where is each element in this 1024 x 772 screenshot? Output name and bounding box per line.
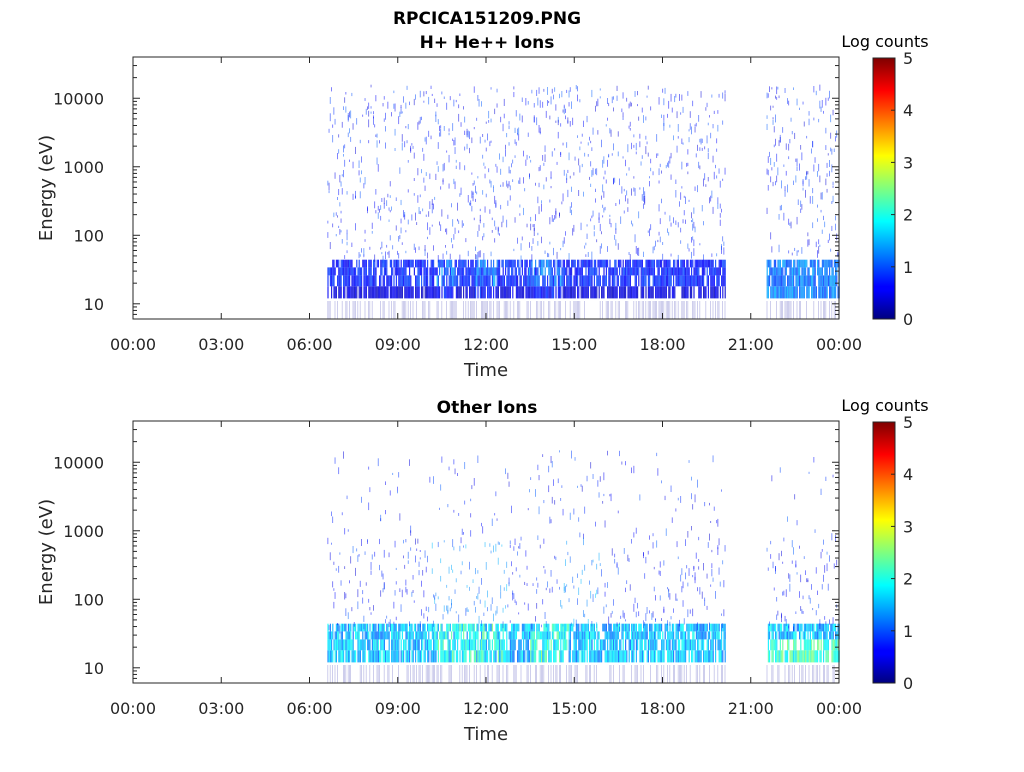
colorbar-tick-label: 2	[903, 206, 913, 225]
y-tick-labels: 10 100 1000 10000	[53, 453, 104, 678]
x-tick-label: 18:00	[639, 699, 685, 718]
colorbar-tick-label: 2	[903, 570, 913, 589]
axis-ticks	[132, 56, 840, 320]
colorbar-tick-label: 4	[903, 101, 913, 120]
y-axis-label: Energy (eV)	[36, 135, 57, 241]
chart-title: Other Ions	[437, 398, 538, 418]
y-tick-label: 1000	[63, 522, 104, 541]
colorbar-tick-label: 3	[903, 153, 913, 172]
figure-file-title: RPCICA151209.PNG	[393, 9, 581, 29]
x-tick-label: 15:00	[551, 699, 597, 718]
x-tick-label: 03:00	[198, 335, 244, 354]
colorbar-tick-label: 3	[903, 517, 913, 536]
x-axis-label: Time	[463, 724, 508, 745]
x-tick-label: 00:00	[816, 699, 862, 718]
y-tick-label: 10	[84, 295, 104, 314]
x-tick-label: 12:00	[463, 335, 509, 354]
colorbar: Log counts 0 1 2 3 4 5	[841, 396, 928, 693]
x-tick-label: 21:00	[728, 335, 774, 354]
spectrogram	[327, 84, 840, 319]
x-axis-label: Time	[463, 360, 508, 381]
colorbar-gradient	[872, 421, 896, 684]
x-tick-label: 18:00	[639, 335, 685, 354]
y-tick-label: 100	[73, 590, 104, 609]
colorbar-label: Log counts	[841, 32, 928, 51]
x-tick-label: 06:00	[286, 699, 332, 718]
colorbar-tick-label: 0	[903, 674, 913, 693]
axis-ticks	[132, 420, 840, 684]
colorbar-tick-label: 4	[903, 465, 913, 484]
x-tick-label: 15:00	[551, 335, 597, 354]
y-axis-label: Energy (eV)	[36, 499, 57, 605]
x-tick-labels: 00:00 03:00 06:00 09:00 12:00 15:00 18:0…	[110, 335, 862, 354]
x-tick-label: 03:00	[198, 699, 244, 718]
colorbar-label: Log counts	[841, 396, 928, 415]
x-tick-label: 00:00	[816, 335, 862, 354]
x-tick-label: 09:00	[375, 335, 421, 354]
colorbar-gradient	[872, 57, 896, 320]
spectrogram	[327, 450, 840, 683]
y-tick-label: 10	[84, 659, 104, 678]
y-tick-labels: 10 100 1000 10000	[53, 89, 104, 313]
y-tick-label: 10000	[53, 89, 104, 108]
panel-bottom: Other Ions 00:00 03:00 06:00 09:00 12:00…	[36, 396, 929, 745]
colorbar-tick-label: 0	[903, 310, 913, 329]
x-tick-label: 00:00	[110, 699, 156, 718]
colorbar: Log counts 0 1 2 3 4 5	[841, 32, 928, 329]
panel-top: H+ He++ Ions 00:00 03:00 06:00 09:00 12:…	[36, 32, 929, 381]
colorbar-tick-label: 1	[903, 622, 913, 641]
y-tick-label: 10000	[53, 453, 104, 472]
y-tick-label: 100	[73, 226, 104, 245]
colorbar-tick-label: 5	[903, 413, 913, 432]
colorbar-tick-label: 1	[903, 258, 913, 277]
x-tick-label: 21:00	[728, 699, 774, 718]
x-tick-label: 09:00	[375, 699, 421, 718]
x-tick-label: 06:00	[286, 335, 332, 354]
chart-title: H+ He++ Ions	[420, 33, 555, 53]
colorbar-tick-label: 5	[903, 49, 913, 68]
x-tick-label: 12:00	[463, 699, 509, 718]
x-tick-label: 00:00	[110, 335, 156, 354]
y-tick-label: 1000	[63, 158, 104, 177]
x-tick-labels: 00:00 03:00 06:00 09:00 12:00 15:00 18:0…	[110, 699, 862, 718]
